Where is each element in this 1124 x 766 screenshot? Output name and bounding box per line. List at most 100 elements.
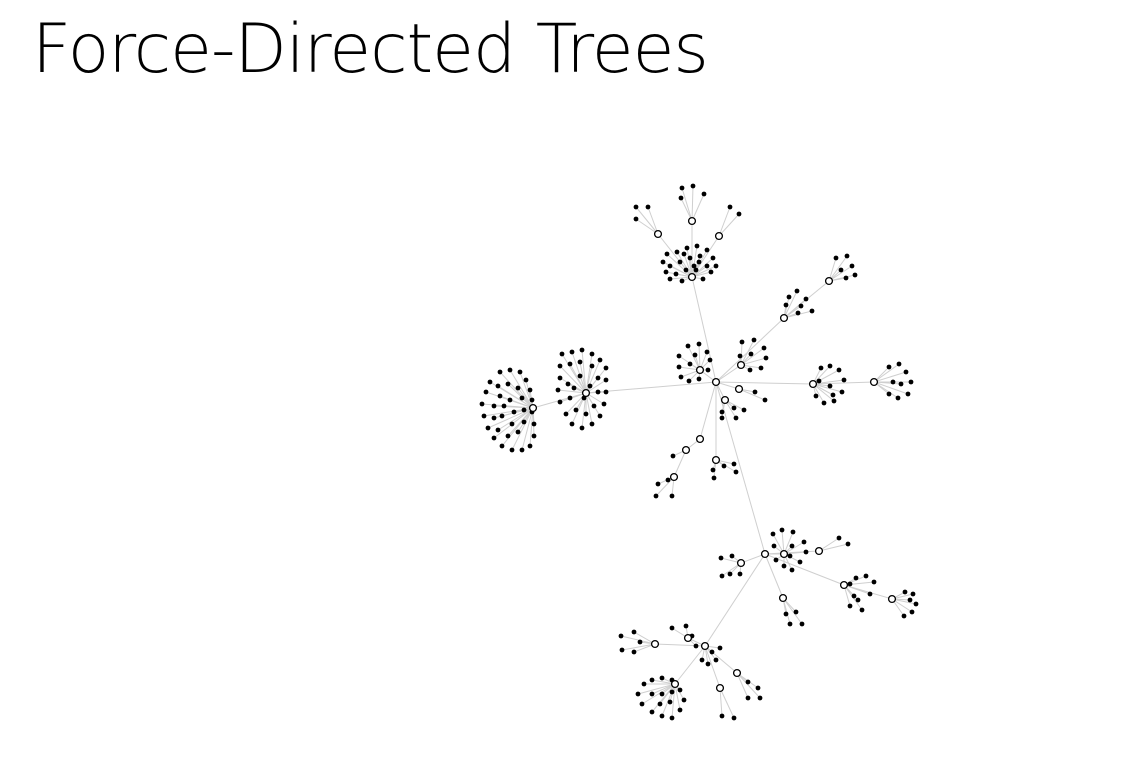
leaf-node[interactable] [841, 377, 847, 383]
leaf-node[interactable] [799, 621, 805, 627]
leaf-node[interactable] [707, 357, 713, 363]
branch-node[interactable] [681, 445, 691, 455]
leaf-node[interactable] [649, 709, 655, 715]
leaf-node[interactable] [704, 247, 710, 253]
leaf-node[interactable] [579, 425, 585, 431]
branch-node[interactable] [528, 403, 538, 413]
leaf-node[interactable] [637, 639, 643, 645]
leaf-node[interactable] [521, 407, 527, 413]
leaf-node[interactable] [669, 625, 675, 631]
leaf-node[interactable] [752, 389, 758, 395]
leaf-node[interactable] [557, 399, 563, 405]
branch-node[interactable] [736, 360, 746, 370]
branch-node[interactable] [695, 365, 705, 375]
leaf-node[interactable] [719, 573, 725, 579]
branch-node[interactable] [808, 379, 818, 389]
leaf-node[interactable] [849, 263, 855, 269]
leaf-node[interactable] [797, 559, 803, 565]
leaf-node[interactable] [727, 571, 733, 577]
leaf-node[interactable] [670, 453, 676, 459]
leaf-node[interactable] [649, 691, 655, 697]
leaf-node[interactable] [587, 383, 593, 389]
branch-node[interactable] [700, 641, 710, 651]
leaf-node[interactable] [700, 276, 706, 282]
leaf-node[interactable] [683, 267, 689, 273]
leaf-node[interactable] [827, 383, 833, 389]
leaf-node[interactable] [731, 461, 737, 467]
leaf-node[interactable] [809, 308, 815, 314]
leaf-node[interactable] [569, 349, 575, 355]
leaf-node[interactable] [710, 467, 716, 473]
leaf-node[interactable] [497, 369, 503, 375]
leaf-node[interactable] [567, 395, 573, 401]
leaf-node[interactable] [795, 310, 801, 316]
leaf-node[interactable] [719, 713, 725, 719]
leaf-node[interactable] [789, 543, 795, 549]
leaf-node[interactable] [501, 403, 507, 409]
leaf-node[interactable] [729, 553, 735, 559]
leaf-node[interactable] [905, 391, 911, 397]
leaf-node[interactable] [571, 385, 577, 391]
leaf-node[interactable] [529, 397, 535, 403]
leaf-node[interactable] [711, 475, 717, 481]
leaf-node[interactable] [509, 421, 515, 427]
leaf-node[interactable] [736, 211, 742, 217]
leaf-node[interactable] [719, 409, 725, 415]
leaf-node[interactable] [708, 269, 714, 275]
leaf-node[interactable] [696, 376, 702, 382]
leaf-node[interactable] [487, 379, 493, 385]
leaf-node[interactable] [816, 378, 822, 384]
leaf-node[interactable] [601, 401, 607, 407]
leaf-node[interactable] [679, 278, 685, 284]
leaf-node[interactable] [589, 421, 595, 427]
leaf-node[interactable] [669, 493, 675, 499]
leaf-node[interactable] [657, 701, 663, 707]
leaf-node[interactable] [649, 677, 655, 683]
leaf-node[interactable] [719, 415, 725, 421]
leaf-node[interactable] [683, 623, 689, 629]
leaf-node[interactable] [859, 607, 865, 613]
leaf-node[interactable] [731, 405, 737, 411]
leaf-node[interactable] [838, 267, 844, 273]
leaf-node[interactable] [855, 597, 861, 603]
leaf-node[interactable] [479, 401, 485, 407]
leaf-node[interactable] [718, 555, 724, 561]
leaf-node[interactable] [485, 425, 491, 431]
leaf-node[interactable] [687, 361, 693, 367]
leaf-node[interactable] [567, 361, 573, 367]
branch-node[interactable] [887, 594, 897, 604]
leaf-node[interactable] [597, 413, 603, 419]
leaf-node[interactable] [748, 351, 754, 357]
leaf-node[interactable] [603, 377, 609, 383]
leaf-node[interactable] [886, 391, 892, 397]
leaf-node[interactable] [843, 275, 849, 281]
leaf-node[interactable] [660, 259, 666, 265]
leaf-node[interactable] [559, 351, 565, 357]
leaf-node[interactable] [659, 675, 665, 681]
leaf-node[interactable] [481, 413, 487, 419]
leaf-node[interactable] [739, 339, 745, 345]
leaf-node[interactable] [589, 351, 595, 357]
leaf-node[interactable] [902, 589, 908, 595]
leaf-node[interactable] [527, 387, 533, 393]
leaf-node[interactable] [557, 363, 563, 369]
leaf-node[interactable] [573, 407, 579, 413]
leaf-node[interactable] [794, 288, 800, 294]
branch-node[interactable] [687, 272, 697, 282]
leaf-node[interactable] [745, 679, 751, 685]
leaf-node[interactable] [787, 553, 793, 559]
leaf-node[interactable] [908, 379, 914, 385]
branch-node[interactable] [714, 231, 724, 241]
leaf-node[interactable] [667, 263, 673, 269]
leaf-node[interactable] [595, 375, 601, 381]
leaf-node[interactable] [483, 389, 489, 395]
leaf-node[interactable] [678, 374, 684, 380]
leaf-node[interactable] [691, 263, 697, 269]
leaf-node[interactable] [669, 715, 675, 721]
leaf-node[interactable] [727, 204, 733, 210]
leaf-node[interactable] [597, 357, 603, 363]
leaf-node[interactable] [845, 541, 851, 547]
branch-node[interactable] [779, 313, 789, 323]
leaf-node[interactable] [676, 353, 682, 359]
leaf-node[interactable] [591, 403, 597, 409]
